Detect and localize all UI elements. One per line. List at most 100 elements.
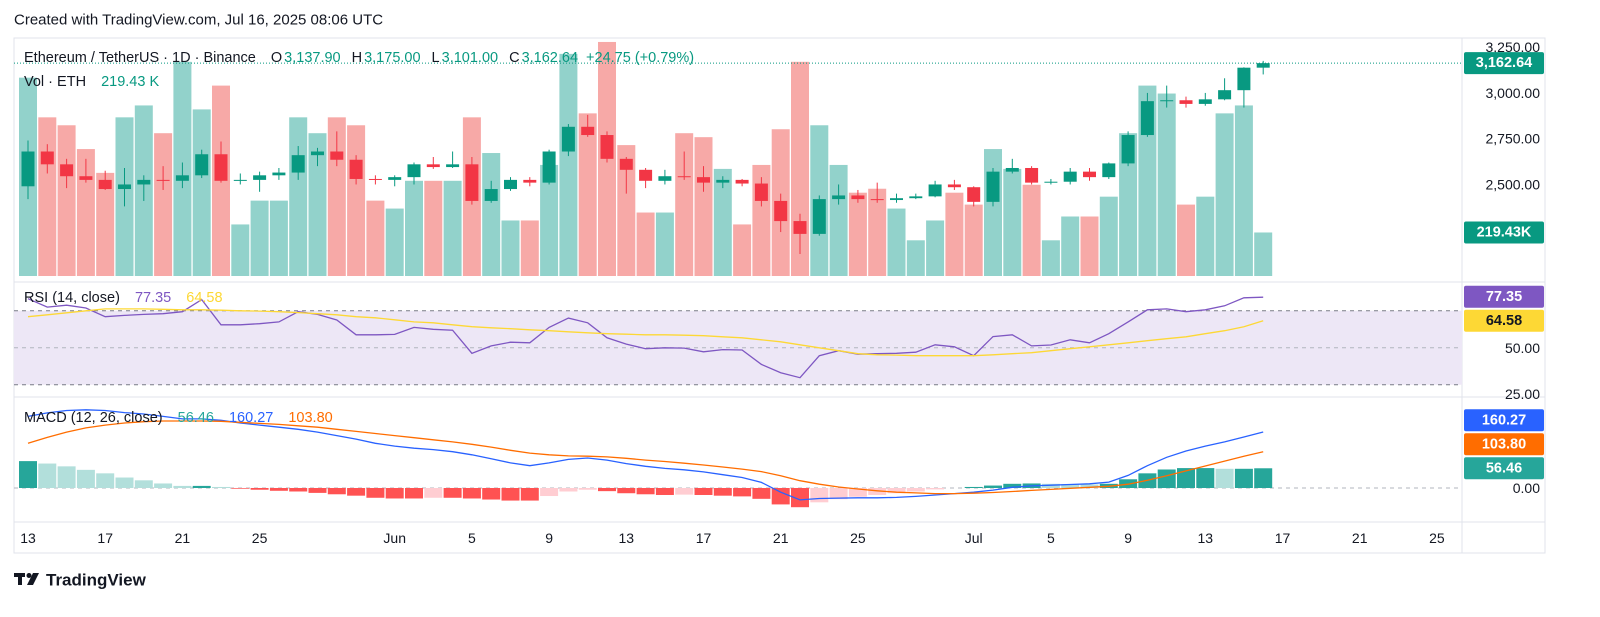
candle-body xyxy=(1237,67,1251,91)
histogram-bar xyxy=(829,488,848,500)
volume-bar xyxy=(713,168,732,276)
histogram-bar xyxy=(578,488,597,490)
candle-body xyxy=(253,175,267,180)
macd-title: MACD (12, 26, close) xyxy=(24,410,163,426)
x-tick-label: 13 xyxy=(619,530,635,546)
volume-bar xyxy=(559,53,578,276)
histogram-bar xyxy=(906,488,925,492)
candle-body xyxy=(40,151,54,165)
price-label-box xyxy=(1464,457,1544,480)
y-tick-label: 2,500.00 xyxy=(1486,176,1541,192)
candle-body xyxy=(1083,171,1096,178)
volume-bar xyxy=(76,149,95,276)
volume-bar xyxy=(154,133,173,276)
histogram-bar xyxy=(115,477,134,488)
histogram-bar xyxy=(984,485,1002,488)
volume-bar xyxy=(1177,204,1195,276)
candle-body xyxy=(368,178,382,180)
price-label-box xyxy=(1464,409,1544,432)
histogram-bar xyxy=(289,488,308,492)
candle-body xyxy=(60,164,74,177)
candle-body xyxy=(1044,181,1058,183)
x-tick-label: 21 xyxy=(175,530,191,546)
volume-bar xyxy=(675,133,694,276)
candle-body xyxy=(523,179,537,183)
volume-value: 219.43 K xyxy=(101,74,160,90)
volume-bar xyxy=(906,240,925,276)
price-label: 64.58 xyxy=(1486,313,1522,329)
x-tick-label: 25 xyxy=(850,530,866,546)
candle-body xyxy=(658,176,672,181)
volume-bar xyxy=(520,220,539,276)
candle-body xyxy=(272,172,286,176)
x-tick-label: 17 xyxy=(696,530,712,546)
candle-body xyxy=(465,164,479,201)
volume-bar xyxy=(926,220,945,276)
histogram-bar xyxy=(848,488,867,497)
header: Created with TradingView.com, Jul 16, 20… xyxy=(14,12,383,29)
volume-bar xyxy=(1099,196,1118,276)
candle-body xyxy=(1198,99,1212,104)
candle-body xyxy=(98,179,112,190)
volume-bar xyxy=(1061,216,1080,276)
histogram-bar xyxy=(694,488,713,495)
volume-bar xyxy=(868,188,887,276)
x-tick-label: 5 xyxy=(1047,530,1055,546)
volume-title: Vol · ETH xyxy=(24,74,87,90)
volume-bar xyxy=(1022,184,1041,276)
histogram-bar xyxy=(405,488,423,499)
histogram-bar xyxy=(1041,483,1060,488)
price-label-box xyxy=(1464,433,1544,456)
candle-body xyxy=(619,158,633,170)
candle-body xyxy=(735,179,749,184)
candle-body xyxy=(909,196,923,199)
frame xyxy=(13,37,1546,554)
candle-body xyxy=(311,151,324,156)
candle-body xyxy=(812,199,826,234)
symbol: Ethereum / TetherUS · 1D · Binance xyxy=(24,50,256,66)
candle-body xyxy=(484,189,498,201)
histogram-bar xyxy=(1234,468,1253,488)
histogram-bar xyxy=(347,488,366,496)
x-tick-label: 5 xyxy=(468,530,476,546)
volume-bar xyxy=(250,200,269,276)
candle-body xyxy=(639,169,653,181)
volume-bar xyxy=(482,153,501,276)
histogram-bar xyxy=(19,461,37,488)
ohlc-value: 3,175.00 xyxy=(364,50,421,66)
price-label: 160.27 xyxy=(1482,412,1526,428)
volume-bar xyxy=(57,125,76,277)
candle-body xyxy=(1005,167,1019,172)
volume-bar xyxy=(1080,216,1099,276)
price-label: 219.43K xyxy=(1477,224,1532,240)
y-tick-label: 25.00 xyxy=(1505,386,1540,402)
price-label-box xyxy=(1464,52,1544,75)
candle-body xyxy=(504,179,517,190)
candle-body xyxy=(697,177,710,183)
volume-bar xyxy=(617,145,636,276)
candle-body xyxy=(1218,90,1232,100)
volume-bar xyxy=(366,200,385,276)
line xyxy=(27,420,1264,495)
logo xyxy=(14,573,39,585)
x-tick-label: 13 xyxy=(20,530,36,546)
price-label: 103.80 xyxy=(1482,436,1526,452)
ohlc-key: C xyxy=(509,50,520,66)
volume-bar xyxy=(1041,240,1060,276)
candle-body xyxy=(716,179,730,183)
volume-bar xyxy=(733,224,752,276)
candle-body xyxy=(600,135,614,159)
volume-bar xyxy=(1119,133,1138,276)
ohlc-key: L xyxy=(431,50,440,66)
volume-bar xyxy=(848,192,867,276)
volume-bar xyxy=(964,204,983,276)
histogram-bar xyxy=(887,488,906,494)
histogram-bar xyxy=(540,488,559,497)
histogram-bar xyxy=(154,483,173,488)
histogram-bar xyxy=(598,488,616,492)
histogram-bar xyxy=(231,488,250,489)
candle-body xyxy=(542,151,556,183)
candle-body xyxy=(832,195,846,200)
